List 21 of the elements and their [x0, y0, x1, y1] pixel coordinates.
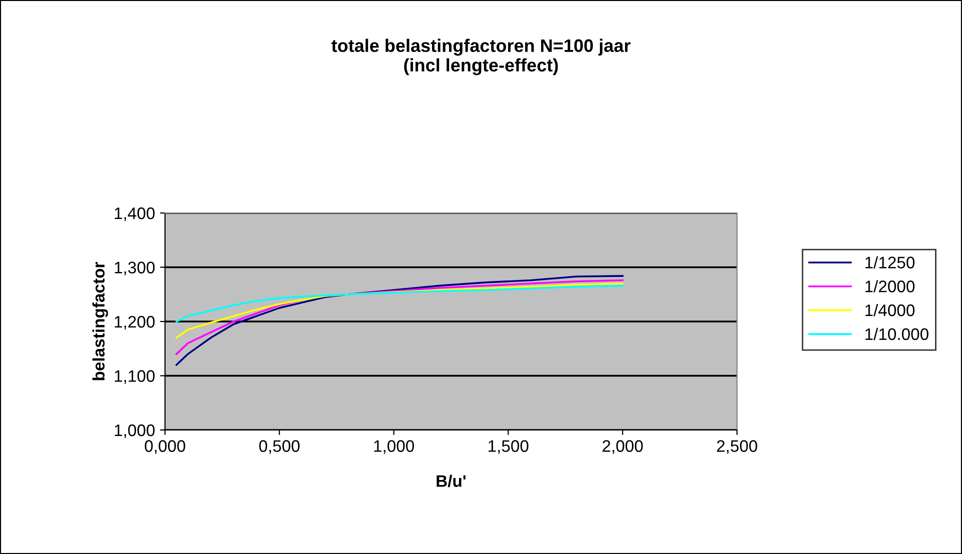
line-series — [176, 275, 624, 366]
legend-label: 1/2000 — [865, 280, 915, 292]
chart-title: totale belastingfactoren N=100 jaar (incl lengte-effect) — [331, 38, 631, 76]
y-tick-label: 1,100 — [114, 370, 155, 384]
x-tick-label: 0,000 — [144, 440, 186, 454]
legend-label: 1/10.000 — [865, 328, 928, 340]
line-series — [176, 284, 624, 322]
x-tick-label: 1,000 — [374, 440, 414, 454]
legend-label: 1/1250 — [865, 256, 915, 268]
y-tick-label: 1,400 — [114, 207, 155, 222]
x-tick-label: 2,000 — [602, 440, 643, 454]
line-series — [176, 282, 624, 339]
y-tick-label: 1,300 — [114, 262, 155, 276]
y-tick-label: 1,000 — [114, 424, 155, 438]
x-axis-title: B/u' — [436, 474, 466, 488]
x-tick-label: 0,500 — [259, 440, 300, 454]
x-tick-label: 2,500 — [716, 440, 758, 454]
y-tick-label: 1,200 — [114, 316, 155, 330]
x-tick-label: 1,500 — [488, 440, 528, 454]
legend-label: 1/4000 — [865, 304, 915, 316]
y-axis-title: belastingfactor — [92, 262, 108, 380]
